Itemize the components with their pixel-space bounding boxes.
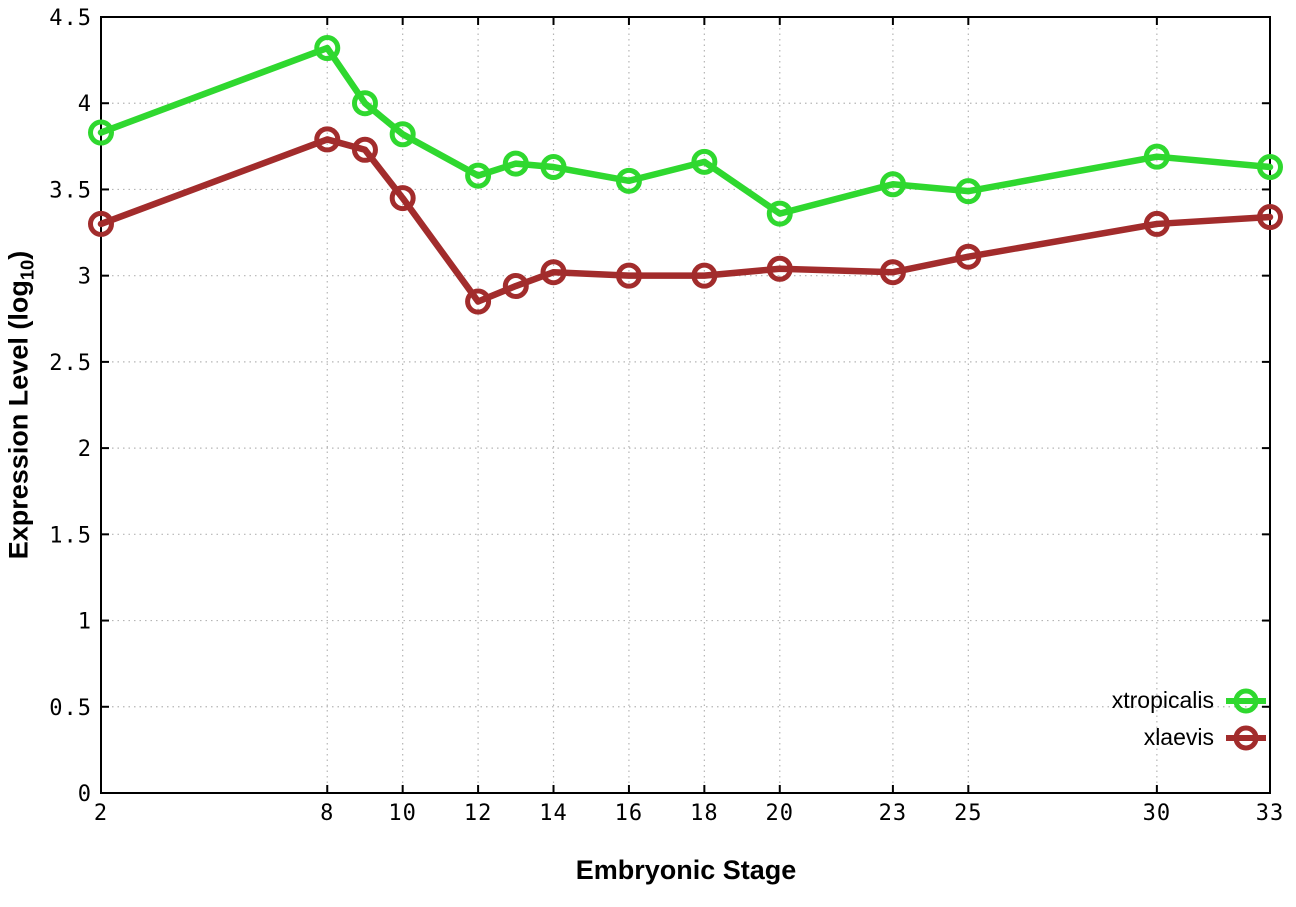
data-point-xlaevis (955, 243, 982, 270)
data-point-xlaevis (540, 259, 567, 286)
data-point-xlaevis (502, 273, 529, 300)
x-tick-label: 16 (615, 801, 644, 826)
data-point-xlaevis (615, 262, 642, 289)
y-tick-label: 4.5 (49, 6, 92, 31)
x-tick-label: 30 (1143, 801, 1172, 826)
data-point-xlaevis (1257, 204, 1283, 231)
data-point-xlaevis (879, 259, 906, 286)
data-point-xtropicalis (879, 171, 906, 198)
data-point-xtropicalis (615, 167, 642, 194)
data-point-xlaevis (351, 136, 378, 163)
data-point-xtropicalis (1257, 154, 1283, 181)
data-point-xlaevis (465, 288, 492, 315)
data-point-xlaevis (314, 126, 341, 153)
data-point-xlaevis (1143, 210, 1170, 237)
x-tick-label: 20 (766, 801, 795, 826)
data-point-xtropicalis (691, 148, 718, 175)
data-point-xtropicalis (351, 90, 378, 117)
x-tick-label: 33 (1256, 801, 1285, 826)
data-point-xtropicalis (88, 119, 114, 146)
data-point-xtropicalis (389, 121, 416, 148)
y-tick-label: 1 (78, 610, 92, 635)
legend-marker-xlaevis-icon (1226, 725, 1266, 750)
y-tick-label: 0.5 (49, 696, 92, 721)
legend-entry-xtropicalis: xtropicalis (1112, 684, 1268, 717)
x-tick-label: 2 (94, 801, 108, 826)
x-tick-label: 10 (388, 801, 417, 826)
y-tick-label: 2 (78, 437, 92, 462)
y-axis-title-close: ) (3, 250, 34, 260)
legend-marker-xtropicalis-icon (1226, 688, 1266, 713)
y-tick-label: 3.5 (49, 178, 92, 203)
data-point-xtropicalis (502, 150, 529, 177)
y-axis-title: Expression Level (log10) (3, 251, 38, 560)
y-tick-label: 4 (78, 92, 92, 117)
x-tick-label: 14 (539, 801, 568, 826)
x-tick-label: 23 (879, 801, 908, 826)
data-point-xtropicalis (314, 35, 341, 62)
y-tick-label: 0 (78, 782, 92, 807)
plot-border (100, 16, 1271, 794)
data-point-xlaevis (766, 255, 793, 282)
x-tick-label: 8 (320, 801, 334, 826)
legend: xtropicalis xlaevis (1112, 684, 1268, 754)
legend-entry-xlaevis: xlaevis (1144, 721, 1268, 754)
x-tick-label: 25 (954, 801, 983, 826)
y-tick-label: 2.5 (49, 351, 92, 376)
legend-label-xtropicalis: xtropicalis (1111, 687, 1214, 713)
x-tick-label: 18 (690, 801, 719, 826)
data-point-xlaevis (389, 185, 416, 212)
data-point-xlaevis (88, 210, 114, 237)
y-axis-title-subscript: 10 (16, 259, 38, 281)
y-tick-label: 1.5 (49, 523, 92, 548)
x-tick-label: 12 (464, 801, 493, 826)
data-point-xtropicalis (766, 200, 793, 227)
data-point-xtropicalis (465, 162, 492, 189)
data-point-xtropicalis (955, 178, 982, 205)
data-point-xtropicalis (540, 154, 567, 181)
y-axis-title-main: Expression Level (log (3, 280, 34, 560)
data-point-xtropicalis (1143, 143, 1170, 170)
x-axis-title: Embryonic Stage (575, 855, 797, 885)
y-tick-label: 3 (78, 265, 92, 290)
legend-label-xlaevis: xlaevis (1143, 724, 1214, 750)
data-point-xlaevis (691, 262, 718, 289)
